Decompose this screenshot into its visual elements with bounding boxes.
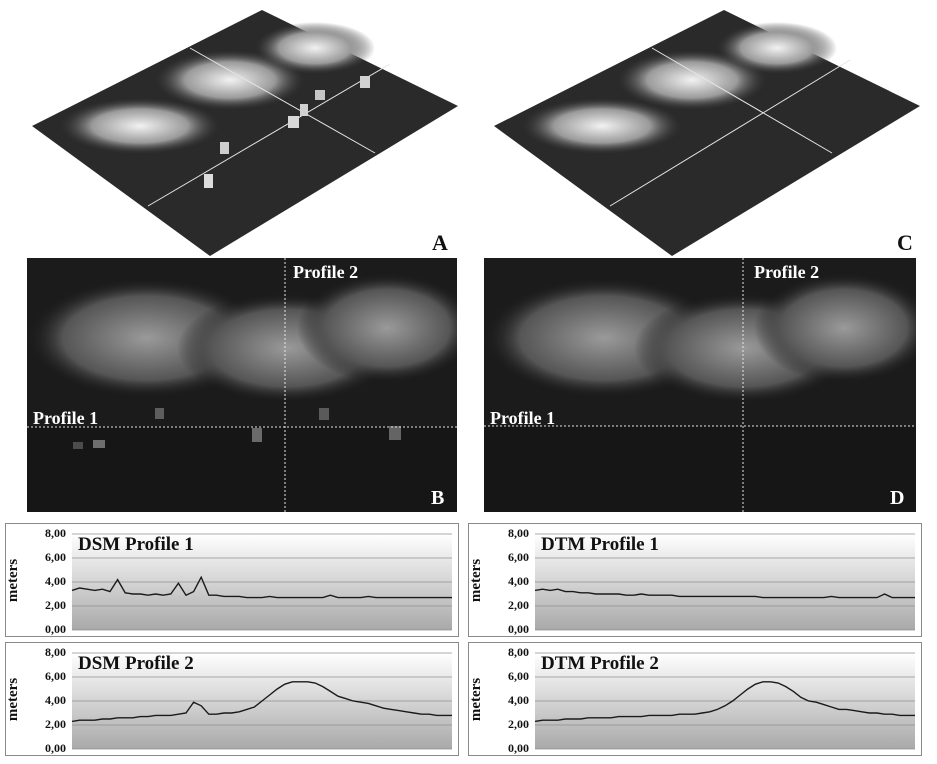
chart-dtm-profile-2: meters 0,00 2,00 4,00 6,00 8,00 DTM Profile 2 (468, 642, 922, 756)
y-tick-label: 0,00 (45, 741, 66, 755)
plot-area (71, 652, 452, 750)
chart-dtm-profile-1: meters 0,00 2,00 4,00 6,00 8,00 DTM Profile 1 (468, 523, 922, 637)
y-tick-label: 2,00 (508, 598, 529, 612)
chart-title: DSM Profile 1 (78, 534, 194, 555)
profile-2-label: Profile 2 (293, 262, 359, 282)
chart-title: DTM Profile 2 (541, 653, 659, 674)
y-tick-label: 4,00 (45, 693, 66, 707)
y-axis-label: meters (5, 558, 22, 603)
y-tick-label: 4,00 (45, 574, 66, 588)
dtm-map-image (484, 258, 916, 512)
y-axis-label: meters (468, 677, 485, 722)
panel-a-dsm-3d (30, 8, 460, 258)
dtm-3d-surface (494, 10, 920, 256)
dsm-map-image (27, 258, 457, 512)
panel-d-dtm-map: Profile 1 Profile 2 D (484, 258, 916, 512)
plot-area (534, 652, 915, 750)
series-line (534, 681, 915, 723)
plot-area (534, 533, 915, 631)
y-axis-label: meters (468, 558, 485, 603)
panel-letter-a: A (432, 230, 448, 255)
panel-b-dsm-map: Profile 1 Profile 2 B (27, 258, 457, 512)
y-tick-label: 6,00 (508, 669, 529, 683)
chart-title: DTM Profile 1 (541, 534, 659, 555)
profile-2-label: Profile 2 (754, 262, 820, 282)
y-tick-label: 2,00 (45, 598, 66, 612)
chart-dsm-profile-1: meters 0,00 2,00 4,00 6,00 8,00 DSM Profile 1 (5, 523, 459, 637)
panel-c-dtm-3d (492, 8, 922, 258)
y-tick-label: 8,00 (508, 526, 529, 540)
series-line (534, 588, 915, 599)
dsm-3d-surface (32, 10, 458, 256)
y-axis-label: meters (5, 677, 22, 722)
panel-letter-d: D (890, 487, 905, 509)
y-tick-label: 0,00 (508, 622, 529, 636)
chart-title: DSM Profile 2 (78, 653, 194, 674)
series-line (71, 681, 452, 723)
y-tick-label: 8,00 (45, 526, 66, 540)
series-line (71, 575, 452, 599)
y-tick-label: 8,00 (45, 645, 66, 659)
chart-dsm-profile-2: meters 0,00 2,00 4,00 6,00 8,00 DSM Profile 2 (5, 642, 459, 756)
y-tick-label: 2,00 (45, 717, 66, 731)
panel-letter-b: B (431, 487, 445, 509)
y-tick-label: 6,00 (508, 550, 529, 564)
y-tick-label: 4,00 (508, 693, 529, 707)
y-tick-label: 8,00 (508, 645, 529, 659)
y-tick-label: 6,00 (45, 550, 66, 564)
y-tick-label: 4,00 (508, 574, 529, 588)
panel-letter-c: C (897, 230, 913, 255)
y-tick-label: 0,00 (45, 622, 66, 636)
profile-1-label: Profile 1 (490, 408, 556, 428)
y-tick-label: 0,00 (508, 741, 529, 755)
y-tick-label: 6,00 (45, 669, 66, 683)
y-tick-label: 2,00 (508, 717, 529, 731)
plot-area (71, 533, 452, 631)
profile-1-label: Profile 1 (33, 408, 99, 428)
